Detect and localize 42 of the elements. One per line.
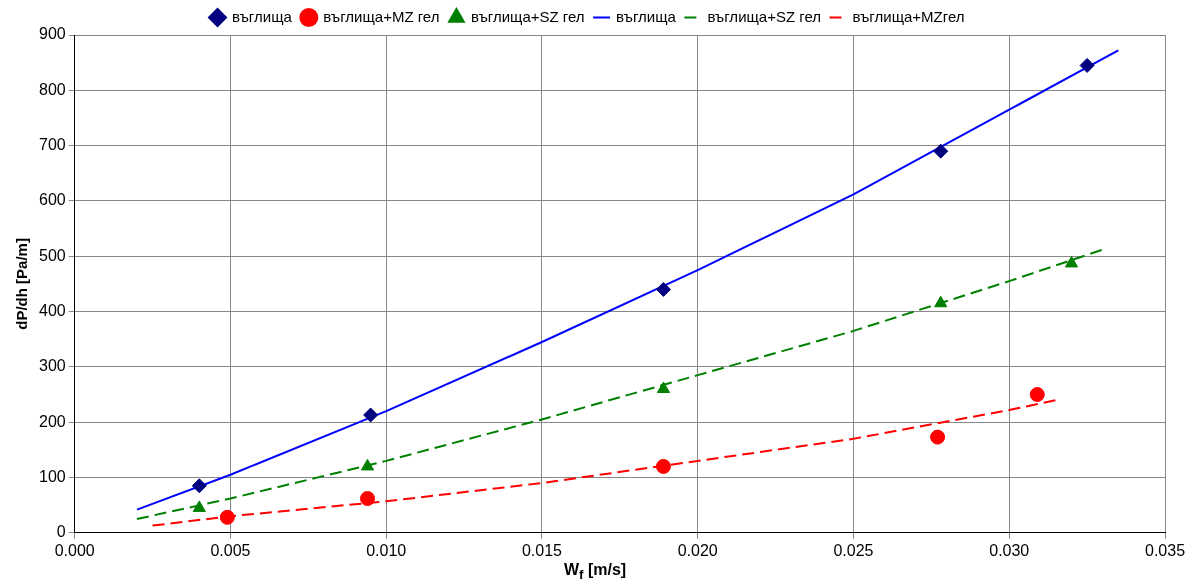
point [219, 509, 235, 525]
point [933, 143, 949, 159]
point [1029, 387, 1045, 403]
legend-label: въглища+MZгел [852, 7, 965, 25]
point [363, 407, 379, 423]
y-tick-label: 100 [38, 467, 66, 485]
point [360, 458, 375, 471]
point [1079, 57, 1095, 73]
point [655, 281, 671, 297]
point [934, 295, 948, 308]
point [930, 429, 946, 445]
point [656, 381, 671, 393]
legend-label: въглища+SZ гел [707, 7, 822, 25]
y-tick-label: 200 [38, 412, 66, 430]
legend-label: въглища [232, 7, 293, 25]
y-tick-label: 0 [56, 523, 66, 541]
x-tick-label: 0.025 [833, 541, 874, 559]
x-tick-label: 0.005 [210, 541, 251, 559]
line-series [136, 248, 1104, 520]
x-tick-label: 0.015 [521, 541, 563, 559]
point [655, 458, 671, 474]
y-tick-label: 900 [38, 25, 66, 43]
x-tick-label: 0.010 [366, 541, 407, 559]
y-tick-label: 300 [38, 357, 66, 375]
y-tick-label: 700 [38, 136, 66, 154]
point [1064, 255, 1079, 268]
point [191, 478, 207, 494]
y-tick-label: 500 [38, 246, 66, 264]
x-tick-label: 0.020 [677, 541, 718, 559]
point [360, 491, 376, 507]
x-axis-title: W$_{f}$ [m/s] [562, 560, 628, 584]
y-tick-label: 400 [38, 301, 66, 319]
y-axis-title: dP/dh [Pa/m] [13, 238, 31, 330]
point [192, 500, 206, 512]
x-tick-label: 0.030 [989, 541, 1030, 559]
x-tick-label: 0.000 [54, 541, 95, 559]
y-tick-label: 600 [38, 191, 66, 209]
x-tick-label: 0.035 [1144, 541, 1186, 559]
legend-label: въглища [616, 7, 677, 25]
y-tick-label: 800 [38, 80, 66, 98]
legend-label: въглища+SZ гел [470, 7, 585, 25]
legend-label: въглища+MZ гел [323, 7, 440, 25]
